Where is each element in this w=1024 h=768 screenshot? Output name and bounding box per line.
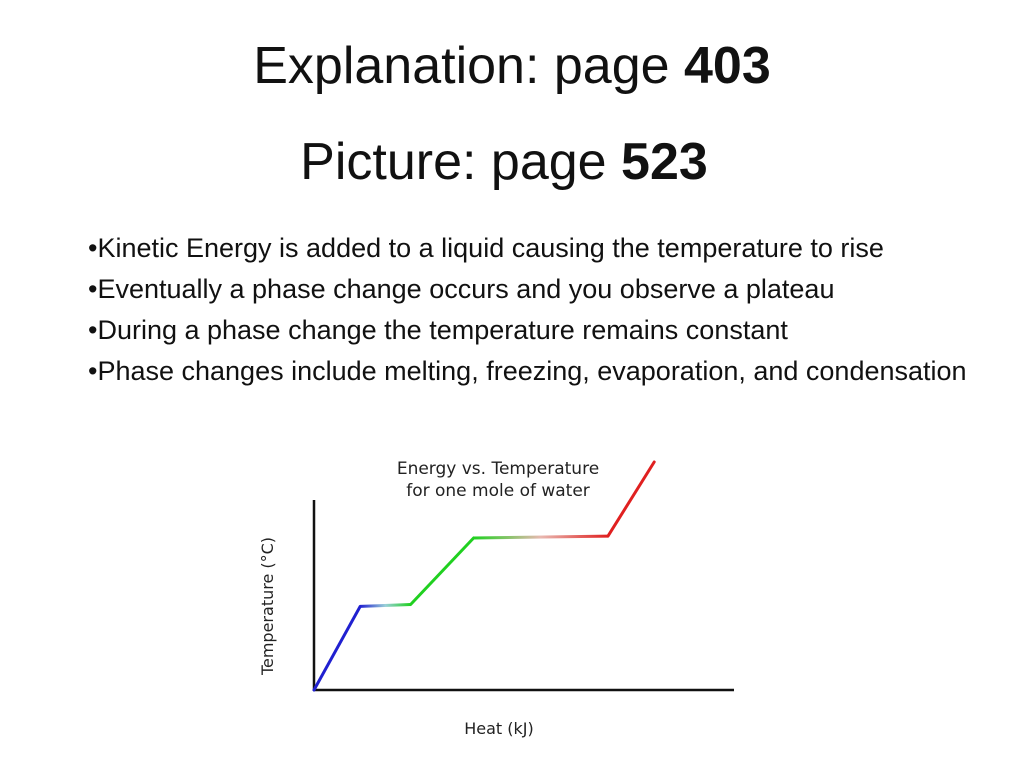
chart-subtitle: for one mole of water	[406, 481, 590, 501]
slide-title-picture: Picture: page 523	[0, 132, 1024, 192]
plateau-segment-2	[473, 534, 609, 540]
series-1-segment	[312, 604, 362, 692]
chart-title: Energy vs. Temperature	[397, 459, 599, 479]
bullet-item: •Kinetic Energy is added to a liquid cau…	[88, 233, 884, 263]
y-axis-label: Temperature (°C)	[258, 537, 277, 676]
bullet-item: •Phase changes include melting, freezing…	[88, 356, 967, 386]
slide-title-explanation: Explanation: page 403	[0, 36, 1024, 96]
bullet-item: •During a phase change the temperature r…	[88, 315, 788, 345]
picture-label: Picture: page	[300, 133, 622, 191]
x-axis-label: Heat (kJ)	[464, 719, 534, 738]
series-3-segment	[606, 460, 656, 538]
series-2-segment	[409, 536, 476, 606]
picture-page-number: 523	[621, 133, 708, 191]
explanation-label: Explanation: page	[253, 37, 684, 95]
explanation-page-number: 403	[684, 37, 771, 95]
bullet-list: •Kinetic Energy is added to a liquid cau…	[88, 228, 968, 392]
plateau-segment-1	[360, 603, 411, 608]
bullet-item: •Eventually a phase change occurs and yo…	[88, 274, 835, 304]
energy-temperature-chart: Energy vs. Temperature for one mole of w…	[258, 459, 734, 738]
